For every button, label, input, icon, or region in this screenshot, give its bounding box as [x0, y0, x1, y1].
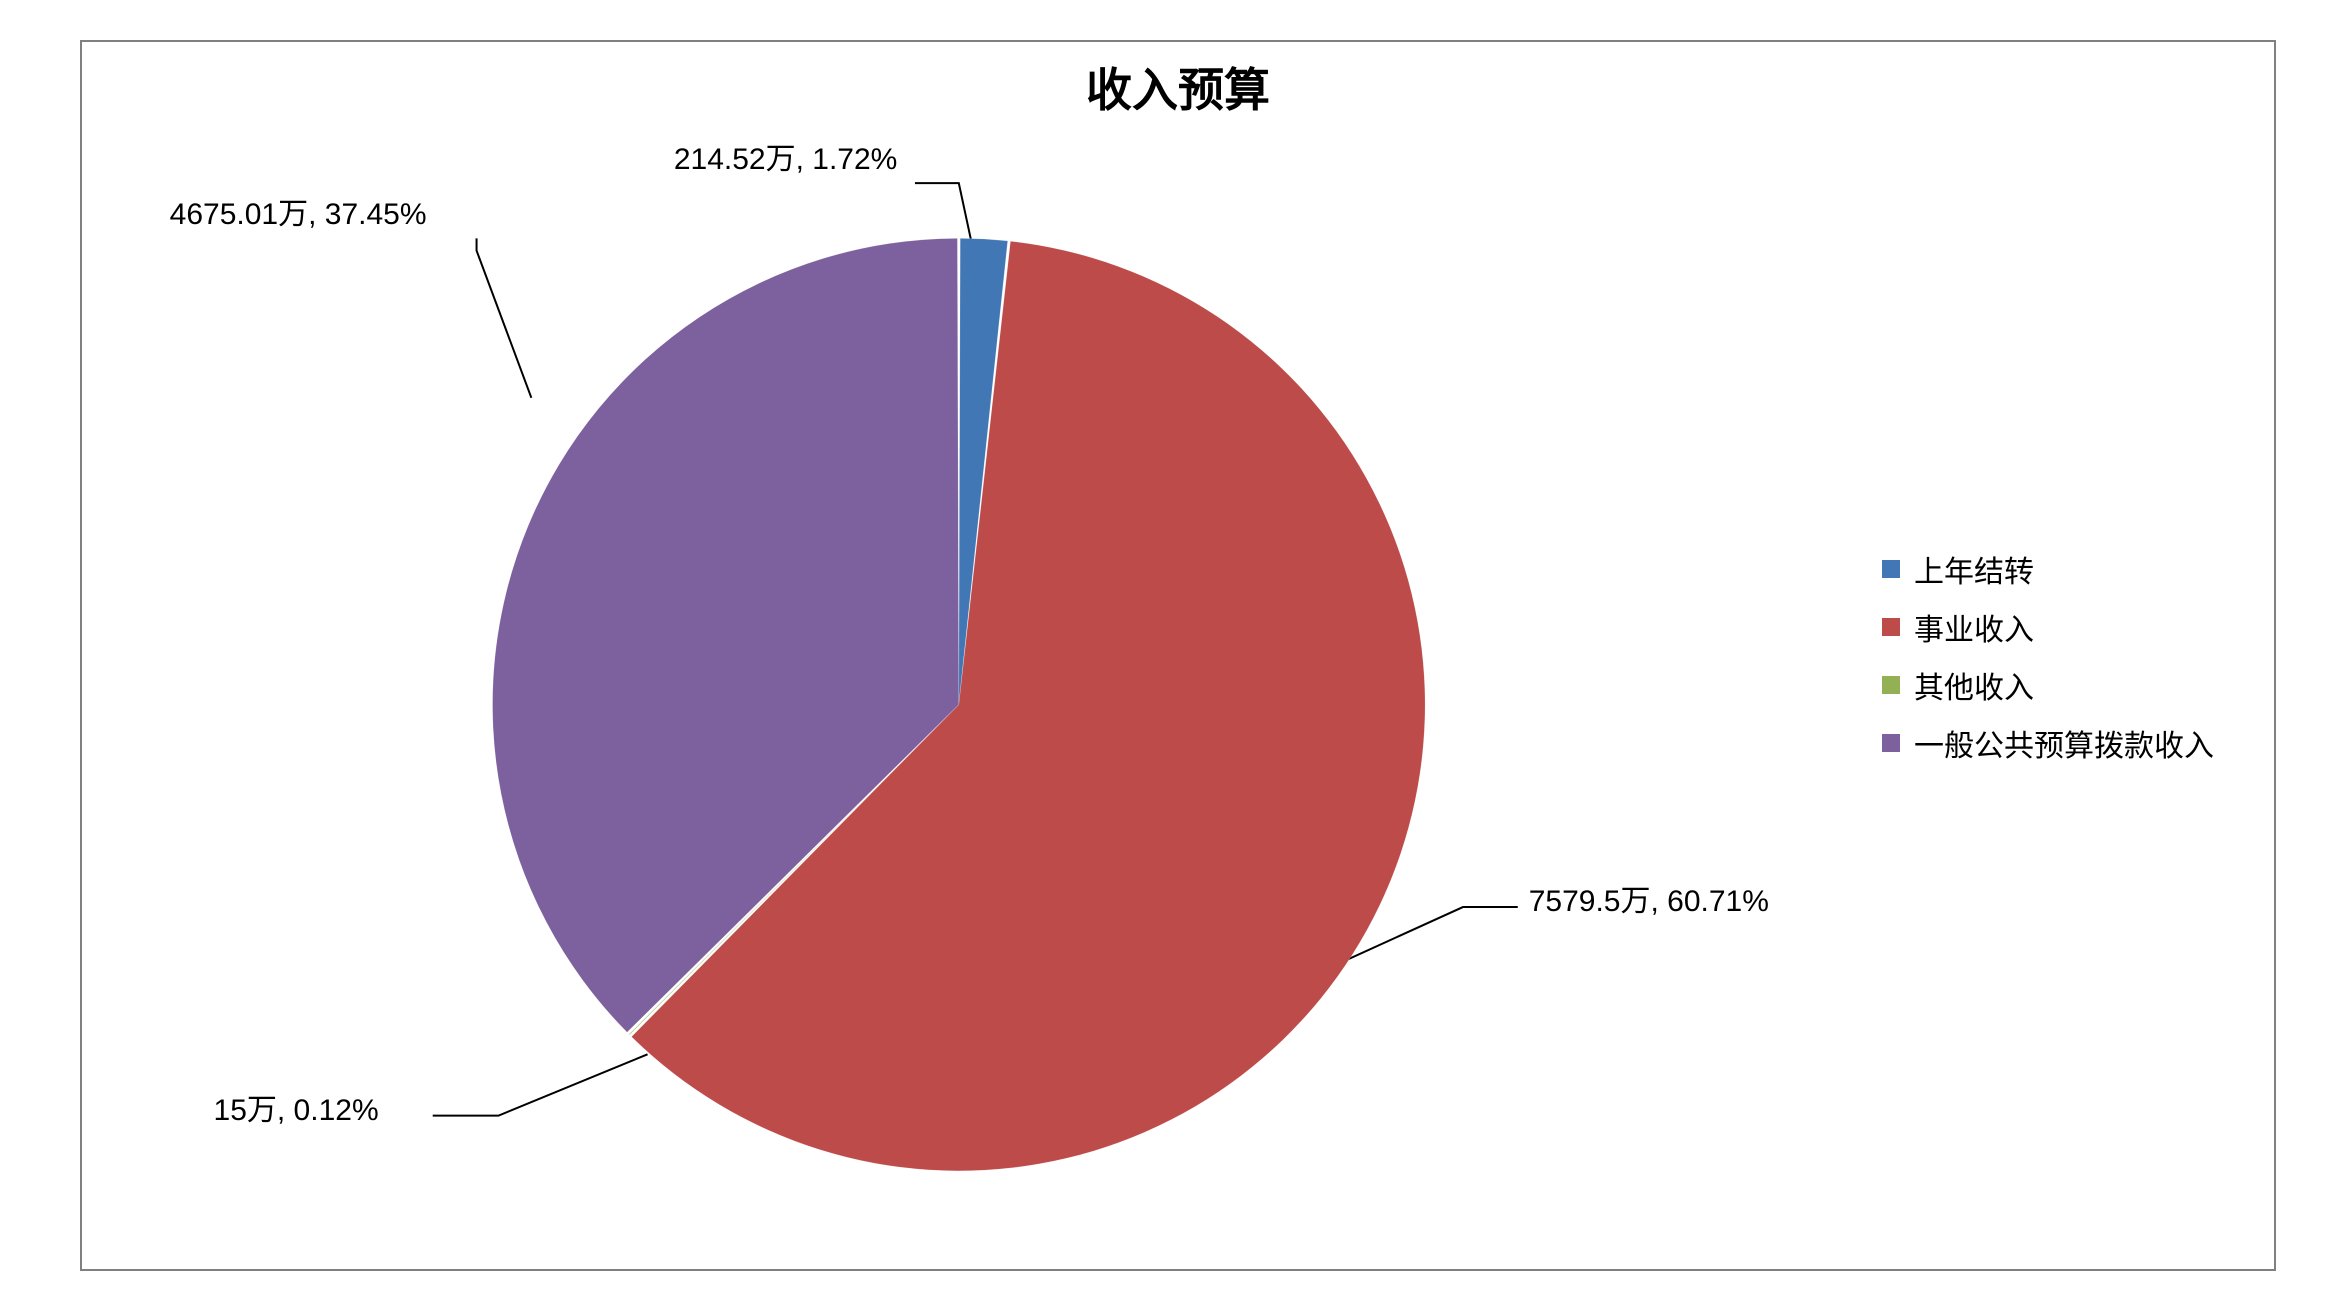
leader-line: [915, 183, 972, 244]
data-label: 4675.01万, 37.45%: [170, 189, 427, 233]
chart-frame: 收入预算 214.52万, 1.72%7579.5万, 60.71%15万, 0…: [80, 40, 2276, 1271]
legend-label: 一般公共预算拨款收入: [1914, 721, 2214, 765]
legend-label: 其他收入: [1914, 663, 2034, 707]
legend-label: 事业收入: [1914, 605, 2034, 649]
legend-item: 事业收入: [1882, 605, 2214, 649]
legend-swatch: [1882, 560, 1900, 578]
leader-line: [477, 238, 532, 398]
legend-item: 一般公共预算拨款收入: [1882, 721, 2214, 765]
legend: 上年结转事业收入其他收入一般公共预算拨款收入: [1882, 533, 2214, 779]
legend-item: 其他收入: [1882, 663, 2214, 707]
data-label: 7579.5万, 60.71%: [1529, 876, 1769, 920]
leader-line: [433, 1054, 648, 1115]
legend-label: 上年结转: [1914, 547, 2034, 591]
chart-outer: 收入预算 214.52万, 1.72%7579.5万, 60.71%15万, 0…: [0, 0, 2326, 1311]
legend-swatch: [1882, 618, 1900, 636]
legend-item: 上年结转: [1882, 547, 2214, 591]
data-label: 15万, 0.12%: [214, 1085, 379, 1129]
legend-swatch: [1882, 676, 1900, 694]
data-label: 214.52万, 1.72%: [674, 134, 898, 178]
legend-swatch: [1882, 734, 1900, 752]
